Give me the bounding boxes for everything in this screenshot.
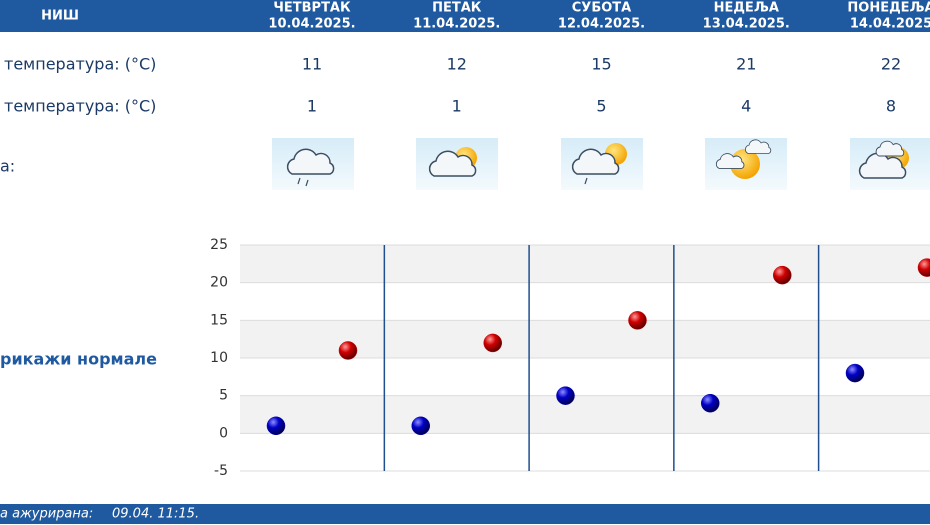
max-point [917, 258, 930, 277]
min-value: 1 [452, 97, 462, 116]
max-point [628, 311, 647, 330]
max-point [773, 265, 792, 285]
max-point [483, 333, 502, 353]
min-point [845, 363, 865, 383]
y-tick-label: 15 [210, 312, 228, 328]
y-tick-label: 25 [210, 237, 228, 253]
chart: -5 0 5 10 15 20 25 [210, 237, 930, 479]
row-label: температура: (°C) [4, 97, 156, 116]
max-value: 21 [736, 55, 756, 74]
day-date: 12.04.2025. [558, 17, 645, 32]
normals-link[interactable]: рикажи нормале [0, 350, 157, 369]
min-point [266, 416, 286, 436]
y-tick-label: -5 [214, 463, 228, 479]
day-date: 11.04.2025. [413, 17, 500, 32]
y-tick-label: 20 [210, 275, 228, 291]
y-tick-label: 0 [219, 425, 228, 441]
day-date: 14.04.2025 [850, 17, 930, 32]
row-label: а: [0, 157, 15, 176]
grid-band [240, 245, 930, 283]
weather-icons [272, 138, 930, 190]
min-point [556, 386, 575, 405]
day-name: ЧЕТВРТАК [273, 1, 351, 16]
max-point [338, 341, 358, 360]
min-point [701, 393, 720, 413]
max-value: 12 [447, 55, 467, 74]
day-name: НЕДЕЉА [714, 1, 779, 16]
day-name: ПОНЕДЕЉА [847, 1, 930, 16]
day-date: 13.04.2025. [703, 17, 790, 32]
min-value: 8 [886, 97, 896, 116]
day-name: СУБОТА [572, 1, 631, 16]
max-value: 22 [881, 55, 901, 74]
day-date: 10.04.2025. [268, 17, 355, 32]
footer-value: 09.04. 11:15. [112, 507, 199, 522]
day-name: ПЕТАК [432, 1, 482, 16]
y-tick-label: 10 [210, 350, 228, 366]
min-value: 4 [741, 97, 751, 116]
city: НИШ [41, 9, 79, 24]
footer-bar [0, 504, 930, 524]
grid-band [240, 395, 930, 434]
max-value: 11 [302, 55, 322, 74]
min-value: 1 [307, 97, 317, 116]
header-bar [0, 0, 930, 32]
min-point [411, 416, 430, 436]
footer-label: а ажурирана: [0, 507, 93, 522]
y-tick-label: 5 [219, 388, 228, 404]
max-value: 15 [591, 55, 611, 74]
min-value: 5 [596, 97, 606, 116]
row-label: температура: (°C) [4, 55, 156, 74]
